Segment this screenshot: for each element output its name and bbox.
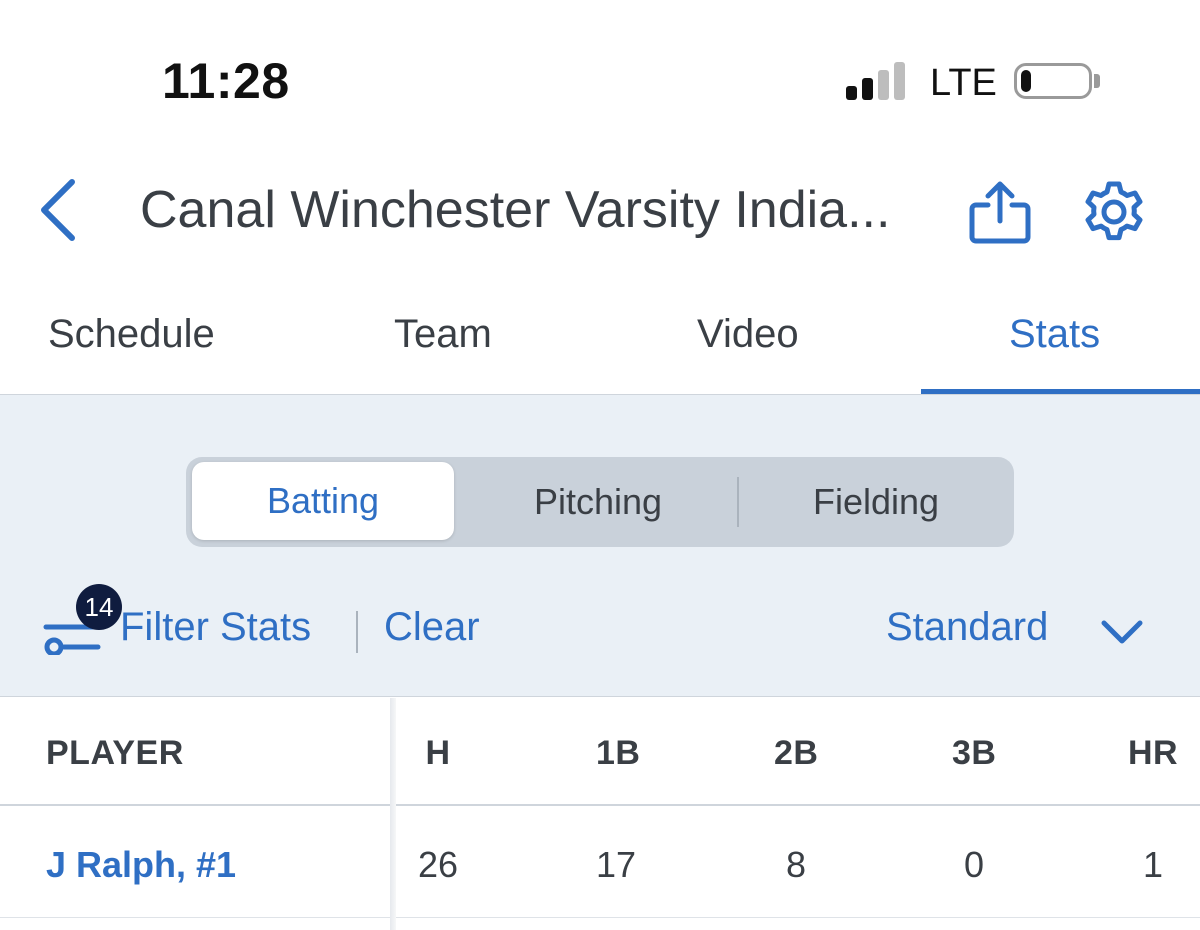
- share-button[interactable]: [962, 174, 1038, 250]
- tab-team[interactable]: Team: [394, 312, 492, 356]
- column-header-3b[interactable]: 3B: [952, 734, 997, 772]
- status-bar: 11:28 LTE: [0, 0, 1200, 150]
- segment-divider: [737, 477, 739, 527]
- segment-batting[interactable]: Batting: [192, 462, 454, 540]
- player-name-link[interactable]: J Ralph, #1: [46, 844, 237, 885]
- tab-stats[interactable]: Stats: [1009, 312, 1101, 356]
- filter-count-badge: 14: [76, 584, 122, 630]
- stats-table-header: PLAYER H 1B 2B 3B HR: [0, 698, 1200, 806]
- status-time: 11:28: [162, 53, 290, 109]
- column-header-1b[interactable]: 1B: [596, 734, 641, 772]
- cell-1b: 17: [596, 844, 637, 885]
- segment-fielding[interactable]: Fielding: [812, 481, 940, 522]
- frozen-column-divider: [390, 698, 396, 930]
- stats-type-segmented-control: Batting Pitching Fielding: [186, 457, 1014, 547]
- signal-strength-icon: [846, 60, 908, 100]
- filter-divider: [356, 611, 358, 653]
- chevron-down-icon[interactable]: [1100, 617, 1144, 647]
- battery-cap: [1094, 74, 1100, 88]
- column-header-h[interactable]: H: [425, 734, 451, 772]
- battery-icon: [1014, 63, 1092, 99]
- active-tab-indicator: [921, 389, 1200, 394]
- segment-pitching[interactable]: Pitching: [533, 481, 663, 522]
- stats-filter-panel: Batting Pitching Fielding 14 Filter Stat…: [0, 395, 1200, 697]
- share-icon: [969, 181, 1031, 244]
- page-title: Canal Winchester Varsity India...: [140, 181, 891, 239]
- filter-stats-button[interactable]: Filter Stats: [120, 605, 312, 649]
- cell-3b: 0: [963, 844, 985, 885]
- back-button[interactable]: [28, 172, 88, 248]
- battery-level: [1021, 70, 1031, 92]
- table-row[interactable]: J Ralph, #1 26 17 8 0 1: [0, 808, 1200, 918]
- chevron-left-icon: [41, 179, 75, 241]
- cell-2b: 8: [785, 844, 807, 885]
- filter-row: 14 Filter Stats Clear Standard: [0, 575, 1200, 675]
- column-header-player[interactable]: PLAYER: [46, 734, 184, 772]
- view-select[interactable]: Standard: [886, 605, 1049, 649]
- column-header-2b[interactable]: 2B: [774, 734, 819, 772]
- tab-schedule[interactable]: Schedule: [48, 312, 215, 356]
- gear-icon: [1085, 181, 1143, 241]
- settings-button[interactable]: [1076, 174, 1152, 250]
- carrier-label: LTE: [930, 62, 997, 104]
- tab-bar: Schedule Team Video Stats: [0, 290, 1200, 395]
- cell-hr: 1: [1142, 844, 1164, 885]
- tab-video[interactable]: Video: [697, 312, 799, 356]
- clear-filters-button[interactable]: Clear: [384, 605, 480, 649]
- cell-h: 26: [418, 844, 459, 885]
- column-header-hr[interactable]: HR: [1128, 734, 1179, 772]
